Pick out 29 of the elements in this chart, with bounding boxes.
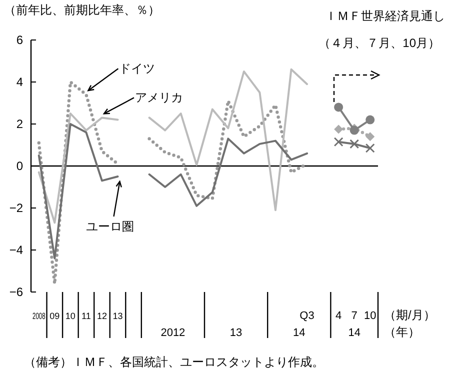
text: 13 [230,327,242,339]
x-tick-label: Q3 [300,310,314,322]
y-tick-label: 0 [16,159,24,173]
y-axis-title: （前年比、前期比年率、％） [4,3,160,17]
x-tick-label: 13 [112,311,123,321]
x-tick-label: 7 [351,310,358,322]
x-tick-label: 10 [65,311,76,321]
text: ドイツ [119,62,156,76]
text: 14 [348,327,360,339]
x-tick-label: 11 [82,311,91,321]
text: 2012 [160,327,186,339]
x-tick-label: 09 [50,311,60,321]
text: （期/月） [384,308,436,322]
y-tick-label: −4 [9,243,24,257]
y-tick-label: 2 [16,117,24,131]
y-tick-label: −2 [9,201,24,215]
x-tick-label: 10 [364,310,376,322]
text: 14 [293,327,306,339]
y-tick-label: 4 [16,75,24,89]
text: （年） [384,325,420,339]
annotation: （４月、７月、10月） [318,36,440,50]
y-tick-label: −6 [9,285,24,299]
x-tick-label: 4 [336,310,342,322]
text: ユーロ圏 [86,220,134,234]
text: ＩＭＦ世界経済見通し [325,9,445,23]
series-label: アメリカ [134,90,183,105]
text: （備考）ＩＭＦ、各国統計、ユーロスタットより作成。 [24,355,324,369]
x-tick-label: 12 [96,311,107,321]
y-tick-label: 6 [16,33,24,47]
